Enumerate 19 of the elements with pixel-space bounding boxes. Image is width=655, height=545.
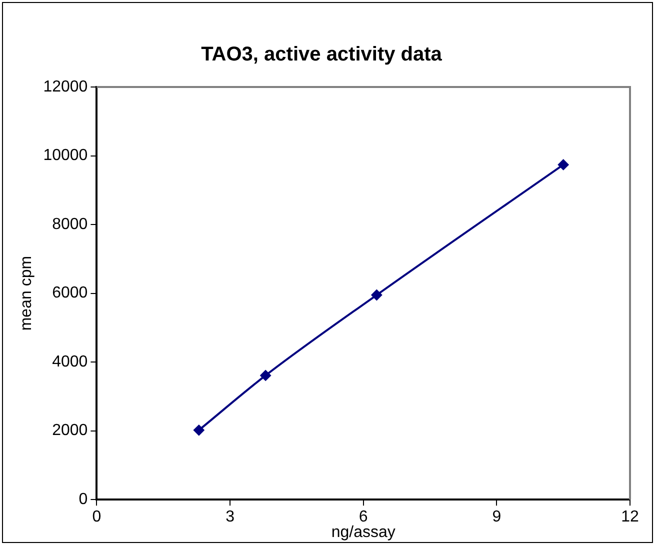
point <box>193 424 204 436</box>
x-tick-label: 9 <box>492 508 502 526</box>
x-tick-label: 3 <box>226 508 235 526</box>
y-tick-label: 8000 <box>52 216 88 233</box>
y-tick-label: 12000 <box>43 78 88 96</box>
x-tick-label: 12 <box>621 508 639 526</box>
y-axis-title: mean cpm <box>18 256 36 331</box>
point <box>558 159 569 170</box>
y-tick-label: 6000 <box>52 284 88 302</box>
point <box>371 290 382 301</box>
y-tick-label: 10000 <box>43 147 88 164</box>
x-tick-label: 0 <box>92 508 102 526</box>
x-axis-title: ng/assay <box>331 524 396 541</box>
y-tick-label: 4000 <box>52 353 88 370</box>
y-tick-label: 2000 <box>52 422 88 440</box>
point <box>260 370 272 381</box>
chart-title: TAO3, active activity data <box>201 44 443 66</box>
x-tick-label: 6 <box>358 508 368 526</box>
y-tick-label: 0 <box>78 491 88 508</box>
